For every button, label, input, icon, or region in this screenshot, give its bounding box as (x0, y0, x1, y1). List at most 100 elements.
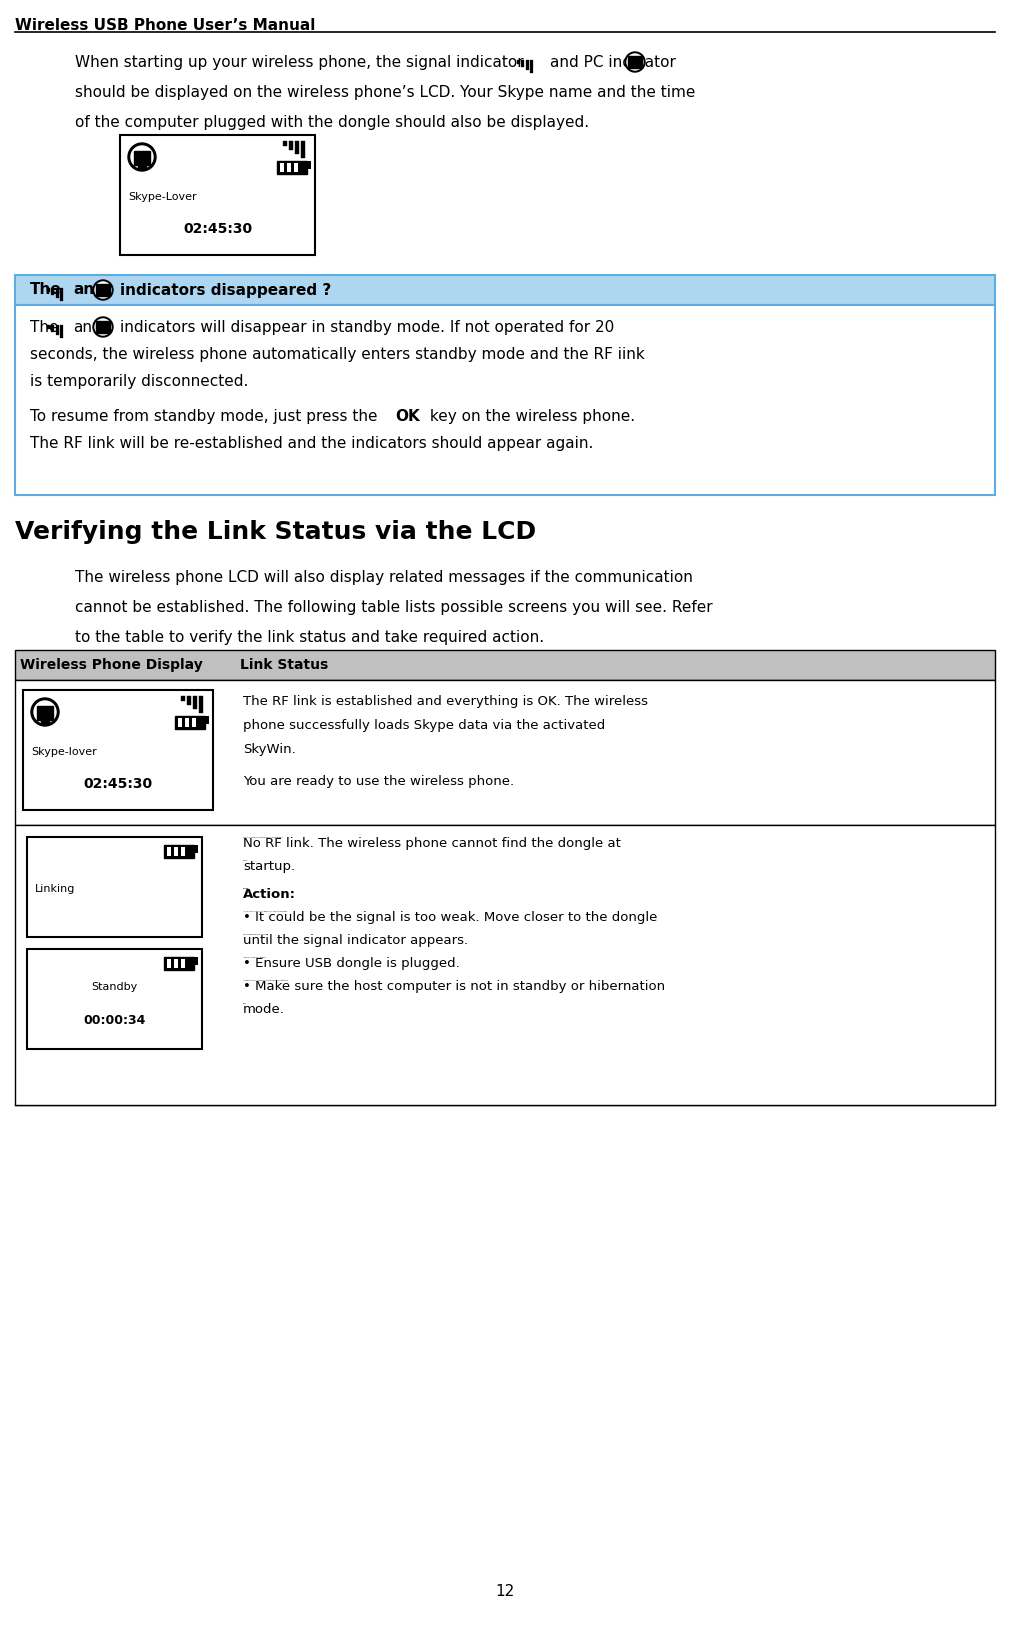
Bar (15, 650, 995, 680)
Bar (194, 958, 198, 964)
Bar (41, 720, 49, 724)
Bar (52, 288, 55, 294)
Text: startup.: startup. (243, 860, 295, 873)
Circle shape (131, 146, 153, 167)
Bar (628, 55, 642, 68)
Text: Verifying the Link Status via the LCD: Verifying the Link Status via the LCD (15, 520, 536, 545)
Bar (187, 696, 191, 706)
Text: until the signal indicator appears.: until the signal indicator appears. (243, 933, 468, 946)
Circle shape (34, 701, 56, 724)
Text: and PC indicator: and PC indicator (550, 55, 676, 70)
Bar (289, 141, 293, 150)
Bar (294, 163, 298, 172)
Bar (181, 959, 185, 967)
Bar (120, 135, 315, 255)
Bar (164, 846, 194, 859)
Bar (138, 164, 146, 167)
Circle shape (128, 143, 156, 171)
Text: • Ensure USB dongle is plugged.: • Ensure USB dongle is plugged. (243, 958, 460, 971)
Bar (174, 959, 178, 967)
Text: Linking: Linking (35, 885, 76, 894)
Circle shape (95, 281, 111, 298)
Bar (15, 680, 995, 824)
Bar (56, 325, 59, 335)
Bar (301, 141, 305, 158)
Bar (517, 60, 520, 63)
Bar (287, 163, 291, 172)
Text: is temporarily disconnected.: is temporarily disconnected. (30, 374, 248, 389)
Text: The RF link will be re-established and the indicators should appear again.: The RF link will be re-established and t… (30, 436, 594, 450)
Text: 02:45:30: 02:45:30 (84, 777, 153, 790)
Text: Standby: Standby (91, 982, 137, 992)
Bar (15, 824, 995, 1106)
Bar (280, 163, 284, 172)
Bar (194, 846, 198, 852)
Bar (185, 719, 189, 727)
Text: Link Status: Link Status (240, 659, 328, 672)
Text: When starting up your wireless phone, the signal indicator: When starting up your wireless phone, th… (75, 55, 523, 70)
Text: and: and (73, 320, 102, 335)
Text: indicators disappeared ?: indicators disappeared ? (120, 283, 331, 298)
Circle shape (627, 54, 643, 70)
Text: Wireless Phone Display: Wireless Phone Display (20, 659, 203, 672)
Text: No RF link. The wireless phone cannot find the dongle at: No RF link. The wireless phone cannot fi… (243, 837, 621, 850)
Text: SkyWin.: SkyWin. (243, 743, 296, 756)
Text: cannot be established. The following table lists possible screens you will see. : cannot be established. The following tab… (75, 600, 713, 615)
Bar (307, 161, 311, 169)
Bar (46, 288, 49, 293)
Bar (521, 60, 524, 67)
Text: 12: 12 (495, 1584, 515, 1598)
Text: 02:45:30: 02:45:30 (183, 221, 252, 236)
Bar (164, 958, 194, 971)
Text: 00:00:34: 00:00:34 (83, 1015, 145, 1028)
Text: OK: OK (395, 410, 420, 424)
Text: should be displayed on the wireless phone’s LCD. Your Skype name and the time: should be displayed on the wireless phon… (75, 85, 695, 101)
Text: Wireless USB Phone User’s Manual: Wireless USB Phone User’s Manual (15, 18, 315, 33)
Text: The RF link is established and everything is OK. The wireless: The RF link is established and everythin… (243, 694, 648, 707)
Circle shape (93, 317, 113, 337)
Bar (174, 847, 178, 855)
Bar (96, 285, 110, 296)
Text: The: The (30, 283, 62, 298)
Bar (37, 706, 53, 720)
Bar (181, 696, 185, 701)
Text: The wireless phone LCD will also display related messages if the communication: The wireless phone LCD will also display… (75, 571, 693, 585)
Text: Action:: Action: (243, 888, 296, 901)
Bar (175, 715, 205, 728)
Circle shape (625, 52, 645, 72)
Text: The: The (30, 320, 59, 335)
Bar (27, 950, 202, 1049)
Text: • It could be the signal is too weak. Move closer to the dongle: • It could be the signal is too weak. Mo… (243, 911, 658, 924)
Bar (15, 306, 995, 494)
Text: indicators will disappear in standby mode. If not operated for 20: indicators will disappear in standby mod… (120, 320, 614, 335)
Text: To resume from standby mode, just press the: To resume from standby mode, just press … (30, 410, 383, 424)
Bar (178, 719, 182, 727)
Bar (134, 151, 150, 164)
Circle shape (95, 319, 111, 335)
Bar (15, 275, 995, 306)
Bar (61, 288, 64, 301)
Text: to the table to verify the link status and take required action.: to the table to verify the link status a… (75, 629, 544, 646)
Bar (181, 847, 185, 855)
Bar (295, 141, 299, 154)
Text: of the computer plugged with the dongle should also be displayed.: of the computer plugged with the dongle … (75, 115, 589, 130)
Bar (27, 837, 202, 937)
Bar (193, 696, 197, 709)
Text: key on the wireless phone.: key on the wireless phone. (425, 410, 635, 424)
Text: seconds, the wireless phone automatically enters standby mode and the RF iink: seconds, the wireless phone automaticall… (30, 346, 644, 363)
Circle shape (31, 698, 59, 725)
Bar (192, 719, 196, 727)
Bar (167, 847, 171, 855)
Bar (199, 696, 203, 712)
Bar (46, 325, 49, 328)
Bar (23, 689, 213, 810)
Text: and: and (73, 283, 105, 298)
Text: mode.: mode. (243, 1003, 285, 1016)
Bar (283, 141, 287, 146)
Bar (61, 325, 64, 338)
Text: You are ready to use the wireless phone.: You are ready to use the wireless phone. (243, 776, 514, 789)
Text: • Make sure the host computer is not in standby or hibernation: • Make sure the host computer is not in … (243, 980, 666, 993)
Bar (277, 161, 307, 174)
Bar (526, 60, 529, 70)
Bar (56, 288, 59, 298)
